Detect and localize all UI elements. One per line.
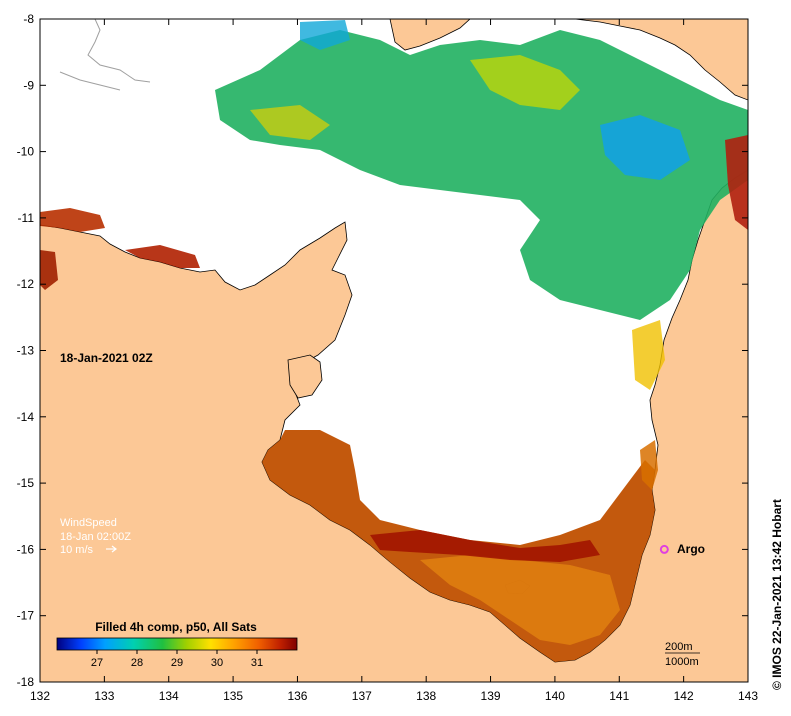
argo-label: Argo bbox=[677, 542, 705, 556]
lat-tick-label: -10 bbox=[17, 145, 35, 159]
sst-west-red-1 bbox=[40, 208, 105, 232]
lat-tick-label: -11 bbox=[18, 211, 35, 225]
sst-south-orange bbox=[420, 555, 620, 645]
lon-tick-label: 133 bbox=[94, 689, 114, 703]
lat-tick-label: -12 bbox=[17, 277, 35, 291]
sst-east-yellow bbox=[632, 320, 665, 390]
imos-credit: © IMOS 22-Jan-2021 13:42 Hobart bbox=[770, 499, 784, 690]
land-groote-island bbox=[287, 354, 323, 399]
argo-marker-icon[interactable] bbox=[659, 544, 669, 554]
lat-tick-label: -8 bbox=[23, 12, 34, 26]
sst-east-red bbox=[725, 135, 748, 230]
colorbar-title: Filled 4h comp, p50, All Sats bbox=[95, 620, 257, 634]
lon-tick-label: 141 bbox=[609, 689, 629, 703]
map-layers bbox=[40, 19, 748, 682]
lon-tick-label: 134 bbox=[159, 689, 179, 703]
wind-scale: 10 m/s bbox=[60, 544, 94, 556]
sst-dark-red-band bbox=[370, 530, 600, 562]
colorbar-tick-label: 29 bbox=[171, 657, 183, 669]
sst-north-green bbox=[215, 30, 748, 320]
sst-west-red-2 bbox=[125, 245, 200, 268]
lat-tick-label: -17 bbox=[17, 609, 35, 623]
sst-blue-patch bbox=[600, 115, 690, 180]
isobath-legend-1000m: 1000m bbox=[665, 656, 699, 668]
isobath-line bbox=[59, 18, 151, 91]
lat-tick-label: -9 bbox=[23, 78, 34, 92]
sst-blue-patch-2 bbox=[300, 20, 350, 50]
lon-tick-label: 142 bbox=[674, 689, 694, 703]
colorbar-tick-label: 27 bbox=[91, 657, 103, 669]
sst-east-orange-strip bbox=[640, 440, 658, 490]
latitude-axis: -8 -9 -10 -11 -12 -13 -14 -15 -16 -17 -18 bbox=[17, 12, 748, 689]
colorbar bbox=[56, 637, 298, 651]
colorbar-tick-label: 30 bbox=[211, 657, 223, 669]
wind-arrowhead-icon bbox=[111, 545, 117, 553]
colorbar-ticks: 27 28 29 30 31 bbox=[91, 650, 263, 669]
wind-title: WindSpeed bbox=[60, 517, 117, 529]
lat-tick-label: -13 bbox=[17, 344, 35, 358]
lon-tick-label: 138 bbox=[416, 689, 436, 703]
sst-west-red-3 bbox=[40, 250, 58, 290]
land-cape-york bbox=[574, 19, 748, 101]
isobath-legend-200m: 200m bbox=[665, 641, 693, 653]
lat-tick-label: -18 bbox=[17, 675, 35, 689]
lon-tick-label: 140 bbox=[545, 689, 565, 703]
wind-time: 18-Jan 02:00Z bbox=[60, 531, 131, 543]
lon-tick-label: 136 bbox=[287, 689, 307, 703]
land-new-guinea bbox=[389, 19, 471, 51]
map-timestamp: 18-Jan-2021 02Z bbox=[60, 351, 153, 365]
colorbar-tick-label: 31 bbox=[251, 657, 263, 669]
lon-tick-label: 135 bbox=[223, 689, 243, 703]
lon-tick-label: 132 bbox=[30, 689, 50, 703]
lon-tick-label: 139 bbox=[481, 689, 501, 703]
lat-tick-label: -16 bbox=[17, 542, 35, 556]
lat-tick-label: -15 bbox=[17, 476, 35, 490]
lon-tick-label: 143 bbox=[738, 689, 758, 703]
lon-tick-label: 137 bbox=[352, 689, 372, 703]
longitude-axis: 132 133 134 135 136 137 138 139 140 141 142 143 bbox=[30, 19, 758, 703]
sst-north-yellow-2 bbox=[250, 105, 330, 140]
sst-north-yellow bbox=[470, 55, 580, 110]
lat-tick-label: -14 bbox=[17, 410, 35, 424]
colorbar-tick-label: 28 bbox=[131, 657, 143, 669]
